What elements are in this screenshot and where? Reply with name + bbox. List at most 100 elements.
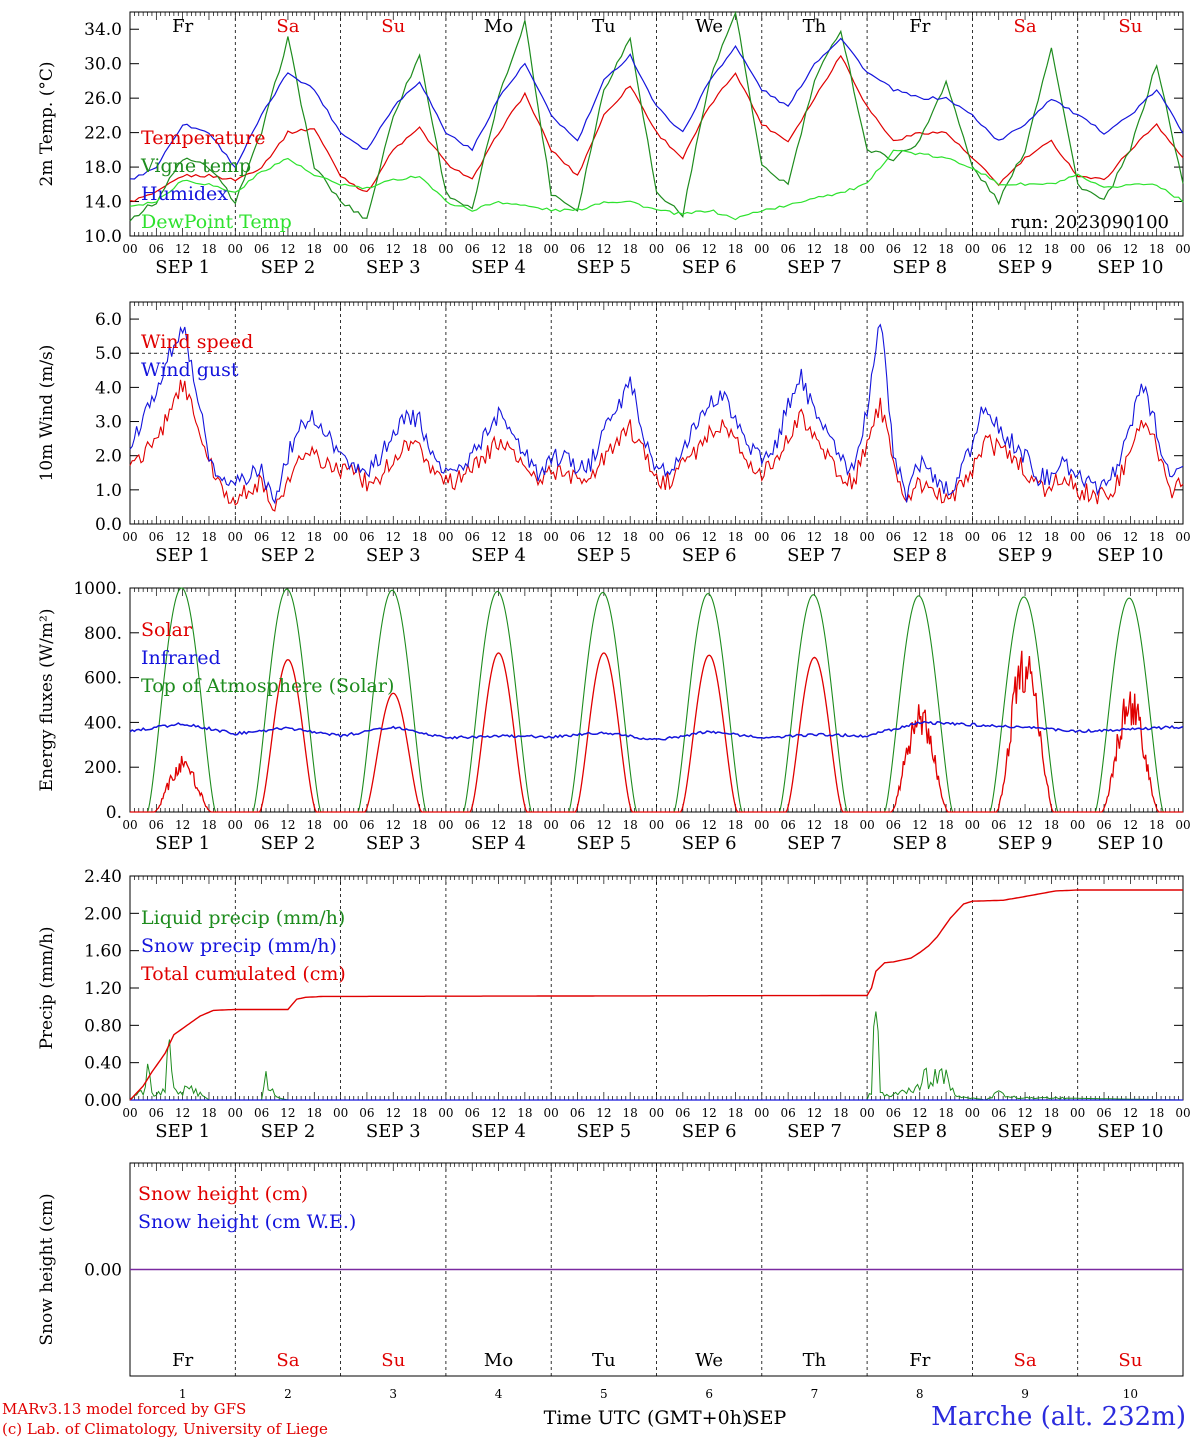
y-axis-label: Snow height (cm): [37, 1193, 57, 1345]
series-line-wind-gust: [129, 323, 1184, 505]
hour-label: 12: [175, 1106, 190, 1120]
hour-label: 18: [412, 1106, 427, 1120]
y-tick-label: 600.: [84, 669, 122, 689]
hour-label: 18: [412, 818, 427, 832]
date-label: SEP 2: [261, 1121, 316, 1142]
hour-label: 12: [1123, 818, 1138, 832]
hour-label: 18: [412, 530, 427, 544]
hour-label: 12: [491, 242, 506, 256]
y-tick-label: 1.60: [84, 942, 122, 962]
hour-label: 00: [859, 530, 874, 544]
legend-entry: Wind speed: [141, 331, 253, 353]
series-line-solar: [130, 650, 1183, 813]
hour-label: 06: [780, 530, 795, 544]
date-label: SEP 10: [1097, 545, 1163, 566]
hour-label: 18: [938, 530, 953, 544]
legend-entry: Humidex: [141, 183, 228, 205]
hour-label: 12: [1017, 1106, 1032, 1120]
hour-label: 06: [886, 242, 901, 256]
weekday-label: Su: [381, 1350, 405, 1371]
date-label: SEP 9: [998, 833, 1053, 854]
x-axis-label: Time UTC (GMT+0h): [544, 1407, 750, 1429]
y-tick-label: 800.: [84, 624, 122, 644]
hour-label: 00: [1070, 818, 1085, 832]
hour-label: 00: [859, 242, 874, 256]
hour-label: 00: [333, 818, 348, 832]
y-axis-label: Precip (mm/h): [37, 926, 57, 1049]
date-label: SEP 5: [576, 1121, 631, 1142]
day-number: 4: [495, 1387, 503, 1401]
legend-entry: Snow precip (mm/h): [141, 935, 337, 957]
hour-label: 12: [280, 530, 295, 544]
y-tick-label: 0.0: [95, 515, 122, 535]
hour-label: 00: [1175, 242, 1190, 256]
hour-label: 18: [938, 818, 953, 832]
hour-label: 12: [175, 242, 190, 256]
hour-label: 00: [1070, 530, 1085, 544]
weekday-label: Tu: [592, 16, 616, 37]
legend-entry: Infrared: [141, 647, 221, 669]
hour-label: 00: [122, 530, 137, 544]
date-label: SEP 7: [787, 545, 842, 566]
hour-label: 12: [175, 530, 190, 544]
panel-frame: [129, 587, 1184, 813]
hour-label: 12: [1123, 242, 1138, 256]
hour-label: 12: [596, 530, 611, 544]
hour-label: 12: [1123, 1106, 1138, 1120]
hour-label: 00: [333, 1106, 348, 1120]
hour-label: 18: [833, 1106, 848, 1120]
hour-label: 06: [991, 530, 1006, 544]
hour-label: 18: [623, 530, 638, 544]
hour-label: 00: [1070, 242, 1085, 256]
hour-label: 18: [1149, 530, 1164, 544]
date-label: SEP 7: [787, 257, 842, 278]
hour-label: 18: [833, 242, 848, 256]
hour-label: 06: [149, 242, 164, 256]
hour-label: 06: [886, 1106, 901, 1120]
weekday-label: Mo: [484, 16, 513, 37]
date-label: SEP 1: [155, 257, 210, 278]
hour-label: 06: [991, 818, 1006, 832]
weekday-label: Fr: [909, 16, 930, 37]
weekday-label: Su: [381, 16, 405, 37]
date-label: SEP 6: [682, 545, 737, 566]
date-label: SEP 9: [998, 257, 1053, 278]
y-axis-label: 2m Temp. (°C): [37, 61, 57, 186]
y-tick-label: 22.0: [84, 124, 122, 144]
hour-label: 12: [912, 242, 927, 256]
date-label: SEP 10: [1097, 257, 1163, 278]
weekday-label: Fr: [909, 1350, 930, 1371]
hour-label: 06: [359, 818, 374, 832]
hour-label: 00: [754, 1106, 769, 1120]
legend-entry: Liquid precip (mm/h): [141, 907, 345, 929]
hour-label: 12: [280, 242, 295, 256]
y-tick-label: 3.0: [95, 413, 122, 433]
legend-entry: DewPoint Temp: [141, 211, 292, 233]
y-axis-label: 10m Wind (m/s): [37, 345, 57, 482]
hour-label: 12: [491, 818, 506, 832]
hour-label: 12: [807, 1106, 822, 1120]
hour-label: 18: [623, 1106, 638, 1120]
hour-label: 00: [544, 242, 559, 256]
hour-label: 06: [254, 1106, 269, 1120]
hour-label: 06: [359, 242, 374, 256]
hour-label: 06: [570, 1106, 585, 1120]
legend-entry: Solar: [141, 619, 193, 641]
hour-label: 12: [386, 530, 401, 544]
hour-label: 06: [465, 1106, 480, 1120]
series-line-temperature: [129, 54, 1184, 202]
weekday-label: Tu: [592, 1350, 616, 1371]
hour-label: 00: [122, 1106, 137, 1120]
date-label: SEP 5: [576, 257, 631, 278]
hour-label: 12: [596, 242, 611, 256]
hour-label: 12: [386, 818, 401, 832]
hour-label: 12: [386, 1106, 401, 1120]
hour-label: 06: [254, 818, 269, 832]
hour-label: 00: [228, 1106, 243, 1120]
series-line-total-cumulated: [129, 889, 1183, 1101]
y-tick-label: 14.0: [84, 193, 122, 213]
hour-label: 12: [912, 530, 927, 544]
legend-entry: Top of Atmosphere (Solar): [141, 675, 394, 697]
day-number: 10: [1123, 1387, 1138, 1401]
hour-label: 00: [965, 1106, 980, 1120]
